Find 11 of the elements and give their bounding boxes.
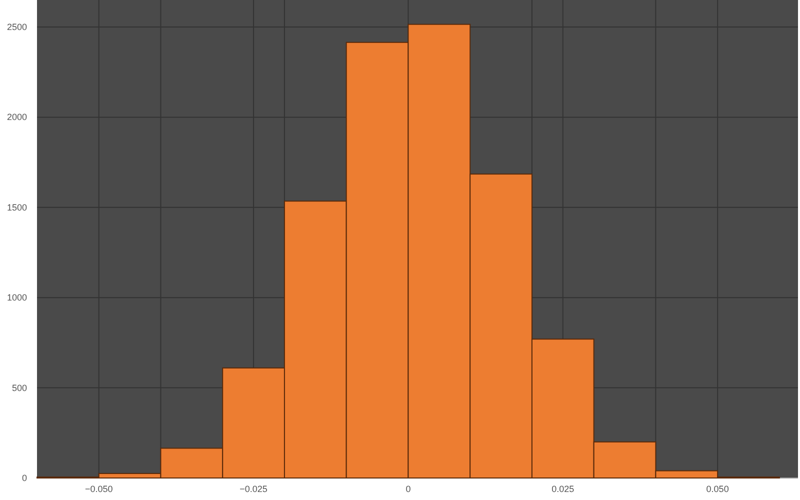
y-tick-label: 0	[22, 473, 27, 483]
y-tick-label: 1500	[6, 202, 27, 212]
x-tick-label: 0	[406, 484, 411, 494]
x-tick-label: −0.025	[240, 484, 268, 494]
x-tick-label: −0.050	[84, 484, 113, 494]
y-tick-label: 500	[12, 382, 27, 393]
x-tick-label: 0.050	[706, 484, 729, 494]
y-tick-label: 2000	[6, 112, 27, 122]
y-tick-label: 1000	[6, 292, 27, 303]
x-tick-label: 0.025	[552, 484, 574, 494]
y-tick-label: 2500	[6, 22, 27, 32]
